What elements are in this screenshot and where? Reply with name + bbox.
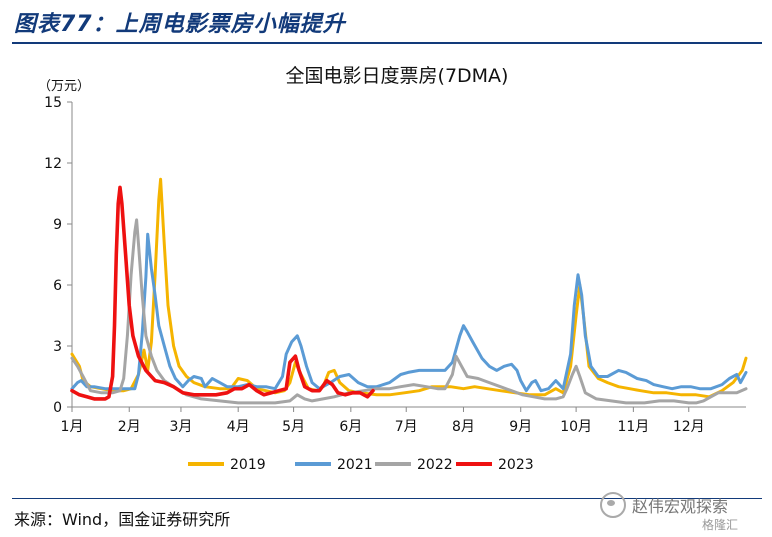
series-layer	[70, 177, 748, 405]
y-tick-label: 9	[53, 217, 62, 233]
x-tick-label: 8月	[452, 419, 475, 435]
axes: 0 3 6 9 12 15 1月 2月 3月 4月 5月 6月 7月 8月 9月 10月 11月 12月	[44, 95, 746, 435]
y-tick-label: 15	[44, 95, 62, 111]
y-axis-unit-label: （万元）	[38, 79, 90, 94]
y-tick-label: 12	[44, 156, 62, 172]
legend-label-2021: 2021	[337, 457, 373, 473]
watermark-sub: 格隆汇	[702, 518, 739, 532]
line-chart: 全国电影日度票房(7DMA) （万元） 0 3 6 9 12 15 1月 2月 3月 4月 5月 6月…	[38, 65, 748, 473]
y-tick-label: 0	[53, 400, 62, 416]
x-tick-label: 10月	[560, 419, 592, 435]
x-tick-label: 12月	[673, 419, 705, 435]
chart-title: 全国电影日度票房(7DMA)	[286, 65, 509, 87]
x-tick-label: 1月	[61, 419, 84, 435]
source-note: 来源：Wind，国金证券研究所	[14, 510, 231, 529]
x-tick-label: 4月	[227, 419, 250, 435]
series-line-2022	[70, 218, 748, 405]
series-line-2019	[70, 177, 748, 399]
series-line-2023	[70, 185, 375, 401]
x-tick-label: 3月	[169, 419, 192, 435]
footer-rule	[12, 498, 762, 499]
legend-label-2019: 2019	[230, 457, 266, 473]
wechat-icon	[600, 492, 626, 518]
legend-label-2022: 2022	[417, 457, 453, 473]
x-tick-label: 11月	[617, 419, 649, 435]
figure-title: 图表77：上周电影票房小幅提升	[14, 12, 346, 37]
x-tick-label: 7月	[395, 419, 418, 435]
y-tick-label: 6	[53, 278, 62, 294]
legend: 2019 2021 2022 2023	[188, 457, 534, 473]
title-rule	[12, 42, 762, 44]
legend-label-2023: 2023	[498, 457, 534, 473]
series-line-2021	[70, 232, 748, 393]
y-tick-label: 3	[53, 339, 62, 355]
x-tick-label: 6月	[339, 419, 362, 435]
x-tick-label: 5月	[282, 419, 305, 435]
x-tick-label: 9月	[509, 419, 532, 435]
x-tick-label: 2月	[118, 419, 141, 435]
watermark: 赵伟宏观探索	[600, 492, 728, 518]
watermark-name: 赵伟宏观探索	[632, 497, 729, 516]
